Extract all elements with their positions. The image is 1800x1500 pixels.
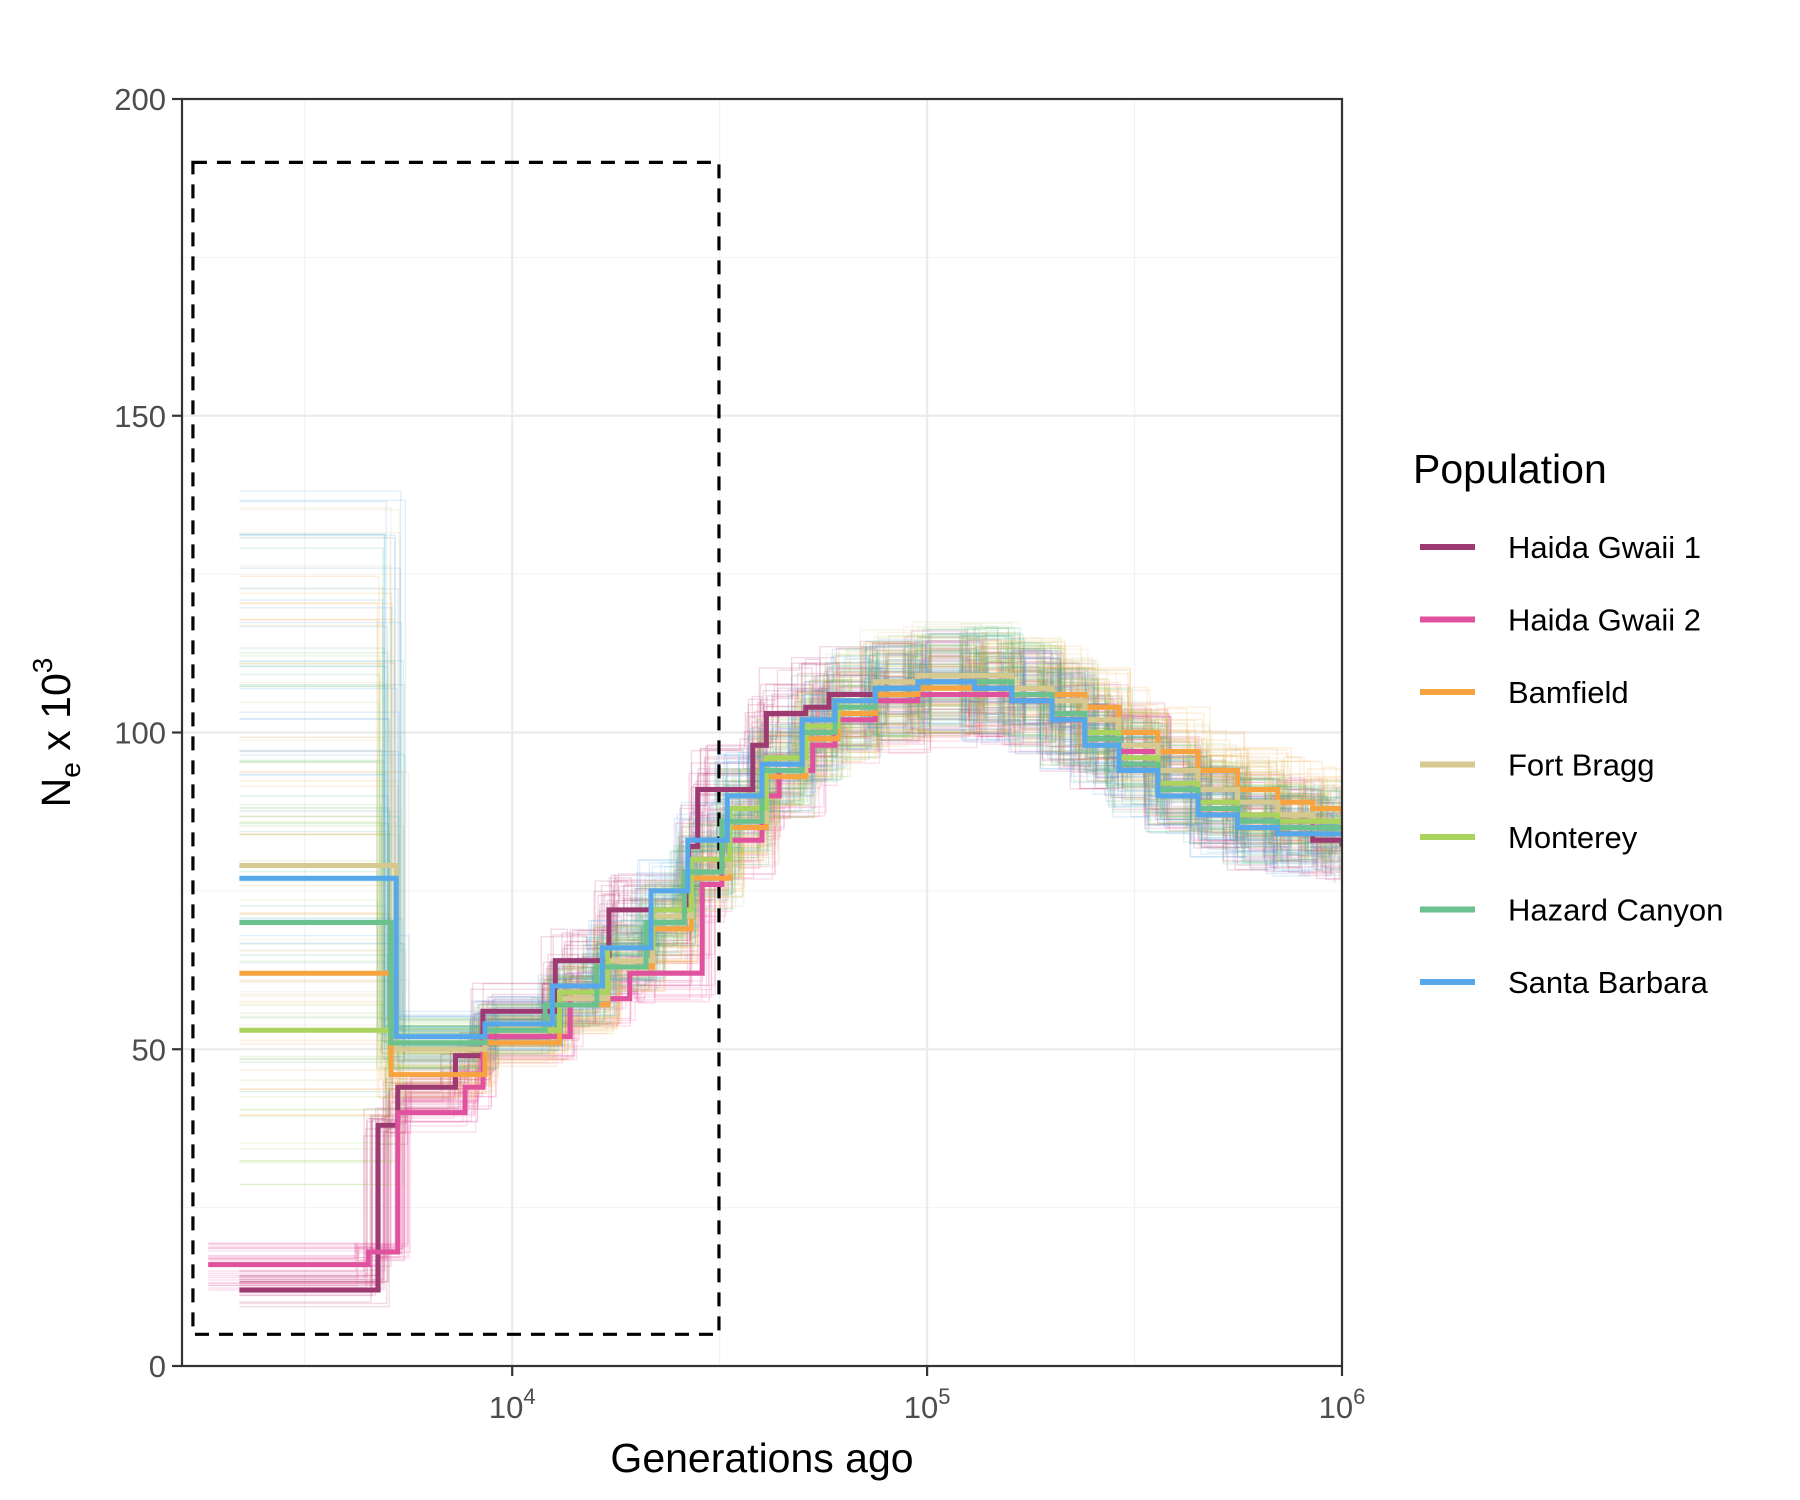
x-tick-label: 105 [904, 1384, 951, 1425]
bootstrap-replicate-line [208, 647, 1332, 1259]
bootstrap-replicate-line [208, 652, 1330, 1263]
bootstrap-replicate-line [208, 641, 1342, 1291]
legend-label: Haida Gwaii 2 [1508, 603, 1701, 638]
bootstrap-replicate-line [239, 663, 1342, 1283]
bootstrap-replicate-line [208, 662, 1342, 1257]
highlight-box-layer [191, 160, 721, 1336]
bootstrap-replicate-line [239, 599, 1342, 1059]
x-tick-label: 106 [1319, 1384, 1366, 1425]
bootstrap-replicate-line [239, 649, 1329, 1186]
bootstrap-replicate-line [239, 692, 1329, 1027]
bootstrap-replicate-line [239, 647, 1341, 1297]
y-tick-label: 100 [114, 716, 166, 751]
legend-label: Haida Gwaii 1 [1508, 530, 1701, 565]
legend-label: Hazard Canyon [1508, 893, 1723, 928]
legend-label: Monterey [1508, 820, 1638, 855]
bootstrap-replicate-line [239, 621, 1328, 1032]
bootstrap-replicate-line [239, 507, 1342, 1069]
axes: 0 50 100 150 200 104 105 106 Generations ago Ne x… [27, 82, 1365, 1481]
y-tick-label: 0 [149, 1349, 166, 1384]
bootstrap-replicate-line [239, 640, 1342, 1043]
bootstrap-replicate-line [239, 575, 1328, 1099]
bootstrap-replicate-line [239, 630, 1332, 1288]
bootstrap-replicate-line [239, 644, 1339, 1087]
bootstrap-replicate-line [239, 640, 1330, 1068]
bootstrap-replicate-line [239, 635, 1338, 1186]
bootstrap-replicate-line [239, 691, 1331, 1090]
y-tick-label: 200 [114, 82, 166, 117]
series-lines [208, 673, 1342, 1293]
bootstrap-replicate-line [239, 592, 1342, 1066]
bootstrap-replicate-line [239, 659, 1342, 1062]
bootstrap-replicate-line [208, 640, 1342, 1272]
bootstrap-replicate-line [239, 697, 1342, 1018]
bootstrap-replicate-line [239, 656, 1335, 1116]
legend-label: Bamfield [1508, 675, 1629, 710]
bootstrap-replicate-line [239, 633, 1340, 1042]
highlight-box [191, 160, 721, 1336]
bootstrap-replicate-line [239, 636, 1334, 1278]
legend-label: Fort Bragg [1508, 748, 1654, 783]
bootstrap-replicate-line [239, 647, 1332, 1164]
bootstrap-replicate-line [208, 652, 1342, 1253]
bootstrap-replicate-line [208, 649, 1329, 1274]
bootstrap-replicate-line [239, 626, 1341, 1038]
bootstrap-replicate-line [208, 649, 1336, 1289]
bootstrap-replicate-line [239, 641, 1341, 1056]
y-tick-label: 50 [132, 1032, 166, 1067]
bootstrap-replicate-line [239, 508, 1342, 1045]
bootstrap-replicate-line [239, 547, 1342, 1043]
y-tick-label: 150 [114, 399, 166, 434]
x-axis-title: Generations ago [610, 1435, 913, 1481]
x-tick-label: 104 [489, 1384, 536, 1425]
bootstrap-replicate-line [239, 638, 1342, 1058]
bootstrap-replicate-line [239, 645, 1342, 1095]
series-line [239, 679, 1342, 1040]
legend: Population Haida Gwaii 1 Haida Gwaii 2 Bamf… [1413, 446, 1723, 1000]
bootstrap-replicate-line [208, 696, 1337, 1254]
bootstrap-replicate-line [239, 533, 1334, 1029]
bootstrap-replicate-line [239, 645, 1339, 1050]
legend-label: Santa Barbara [1508, 965, 1709, 1000]
bootstrap-replicate-line [239, 654, 1342, 1013]
bootstrap-replicate-line [239, 567, 1334, 1021]
y-axis-title: Ne x 103 [27, 658, 86, 808]
bootstrap-replicate-line [239, 627, 1342, 1042]
bootstrap-replicate-line [208, 657, 1331, 1260]
bootstrap-replicate-line [239, 634, 1342, 1042]
bootstrap-replicate-line [239, 641, 1339, 1048]
legend-title: Population [1413, 446, 1607, 492]
bootstrap-replicate-line [239, 647, 1331, 1111]
